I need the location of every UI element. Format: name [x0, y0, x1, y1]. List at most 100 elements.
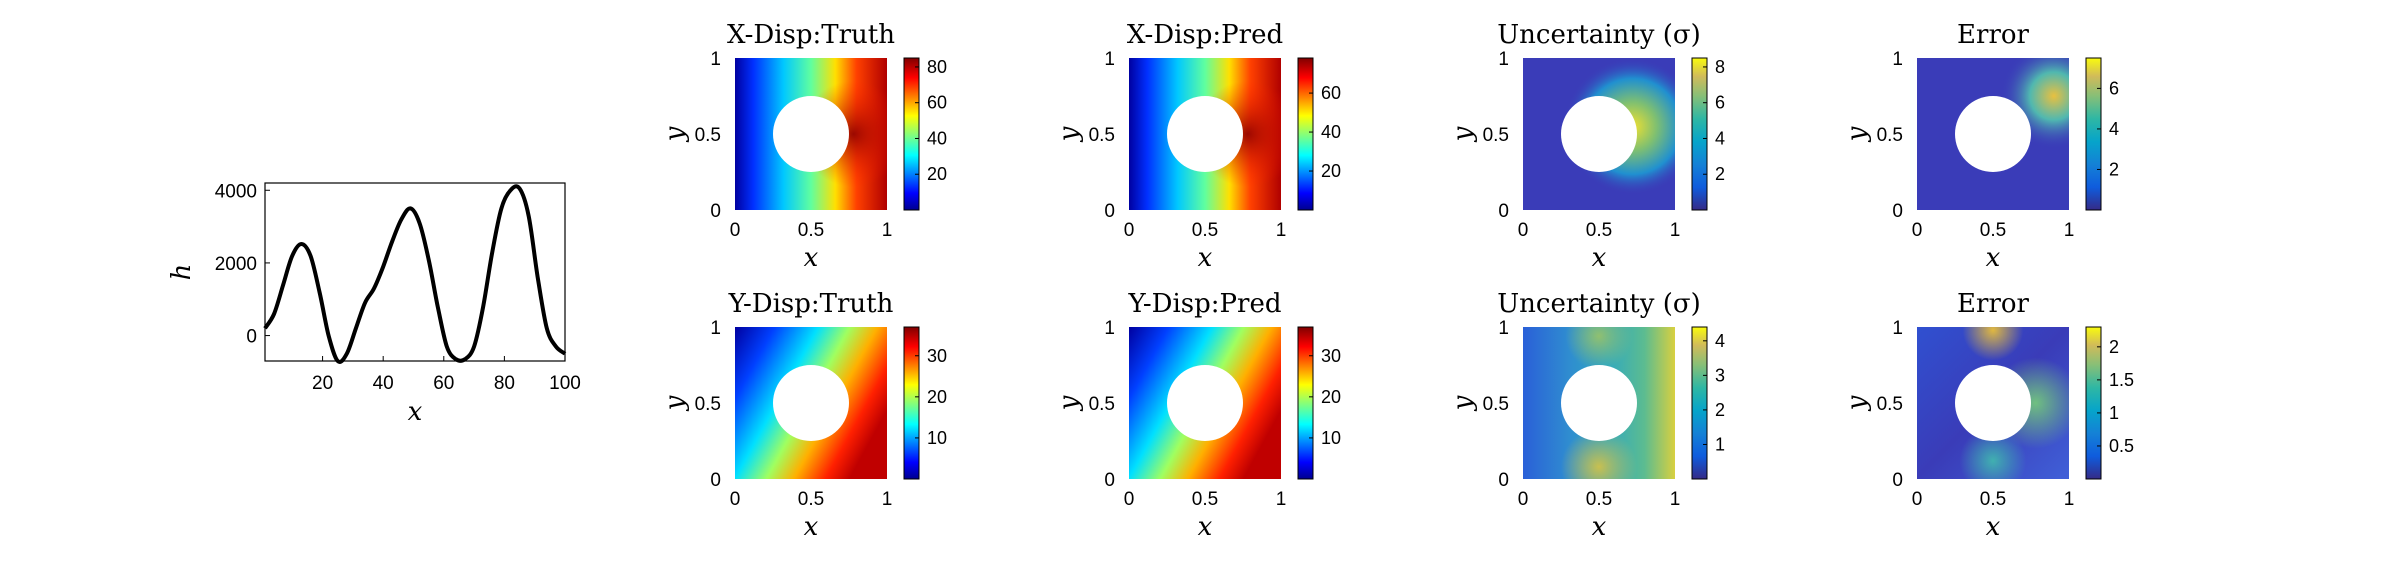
x-tick-label: 1: [1276, 489, 1287, 510]
y-tick-label: 0: [1104, 470, 1115, 491]
heatmap-panel-1: X-Disp:Truth 0 0.5 1 0 0.5 1 x y 20 40 60 80: [660, 20, 947, 273]
x-tick-label: 1: [2064, 489, 2075, 510]
y-tick-label: 0.5: [1877, 394, 1903, 415]
line-plot-box: [264, 182, 566, 362]
panel-title: Uncertainty (σ): [1497, 289, 1700, 319]
y-axis-label: y: [1842, 126, 1872, 142]
y-tick-label: 0.5: [1483, 125, 1509, 146]
colorbar: [1691, 326, 1708, 480]
x-tick-label: 1: [2064, 220, 2075, 241]
x-tick-label: 0: [1912, 220, 1923, 241]
hole-circle: [1167, 365, 1243, 441]
y-tick-label: 1: [1892, 318, 1903, 339]
panel-title: X-Disp:Truth: [727, 20, 895, 50]
x-tick-label: 0: [730, 220, 741, 241]
hole-circle: [1167, 96, 1243, 172]
hole-circle: [1561, 96, 1637, 172]
x-tick-label: 0.5: [1980, 220, 2006, 241]
x-axis-label: x: [804, 512, 819, 542]
colorbar-tick-label: 2: [1715, 164, 1725, 184]
hole-circle: [1955, 96, 2031, 172]
y-tick-label: 0: [710, 201, 721, 222]
y-axis-label: y: [660, 126, 690, 142]
y-tick-label: 1: [1892, 49, 1903, 70]
x-axis-label: x: [1986, 512, 2001, 542]
colorbar-tick-label: 4: [1715, 331, 1725, 351]
colorbar-tick-label: 6: [1715, 93, 1725, 113]
panel-title: Error: [1957, 289, 2029, 319]
panel-title: Y-Disp:Truth: [728, 289, 894, 319]
x-tick-label: 1: [1670, 220, 1681, 241]
panel-title: Y-Disp:Pred: [1128, 289, 1282, 319]
panel-title: Error: [1957, 20, 2029, 50]
line-x-ticks: 20 40 60 80 100: [312, 356, 581, 394]
y-tick-label: 1: [1498, 318, 1509, 339]
line-x-tick-label: 80: [494, 373, 515, 394]
line-x-tick-label: 60: [433, 373, 454, 394]
panel-title: Uncertainty (σ): [1497, 20, 1700, 50]
x-tick-label: 0: [1912, 489, 1923, 510]
heatmap-panel-3: Uncertainty (σ) 0 0.5 1 0 0.5 1 x y 2 4 6 8: [1448, 20, 1725, 273]
y-tick-label: 1: [1498, 49, 1509, 70]
x-tick-label: 0: [1518, 220, 1529, 241]
colorbar: [903, 326, 920, 480]
x-tick-label: 1: [1670, 489, 1681, 510]
x-tick-label: 0.5: [1192, 489, 1218, 510]
x-tick-label: 0: [1124, 489, 1135, 510]
y-axis-label: y: [1448, 395, 1478, 411]
colorbar-tick-label: 20: [927, 387, 947, 407]
y-tick-label: 0.5: [1089, 125, 1115, 146]
y-axis-label: y: [1054, 126, 1084, 142]
colorbar-tick-label: 20: [1321, 161, 1341, 181]
y-axis-label: y: [1448, 126, 1478, 142]
colorbar-tick-label: 1: [1715, 434, 1725, 454]
x-tick-label: 0.5: [798, 220, 824, 241]
x-tick-label: 0.5: [798, 489, 824, 510]
colorbar-tick-label: 30: [1321, 346, 1341, 366]
heatmap-panel-4: Error 0 0.5 1 0 0.5 1 x y 2 4 6: [1842, 20, 2119, 273]
x-tick-label: 0.5: [1980, 489, 2006, 510]
colorbar-tick-label: 40: [927, 128, 947, 148]
colorbar-tick-label: 80: [927, 57, 947, 77]
hole-circle: [1561, 365, 1637, 441]
x-tick-label: 0: [730, 489, 741, 510]
y-axis-label: y: [1054, 395, 1084, 411]
y-tick-label: 0: [1498, 470, 1509, 491]
colorbar-tick-label: 20: [1321, 387, 1341, 407]
y-tick-label: 0.5: [695, 394, 721, 415]
x-axis-label: x: [1592, 243, 1607, 273]
colorbar-tick-label: 8: [1715, 57, 1725, 77]
y-tick-label: 0: [1892, 470, 1903, 491]
x-axis-label: x: [804, 243, 819, 273]
y-tick-label: 1: [1104, 49, 1115, 70]
colorbar: [2085, 57, 2102, 211]
y-tick-label: 0: [1104, 201, 1115, 222]
colorbar: [903, 57, 920, 211]
line-x-tick-label: 20: [312, 373, 333, 394]
hole-circle: [1955, 365, 2031, 441]
x-tick-label: 0.5: [1586, 489, 1612, 510]
y-axis-label: y: [660, 395, 690, 411]
line-plot: 20 40 60 80 100 0 2000 4000 x h: [167, 181, 581, 427]
hole-circle: [773, 365, 849, 441]
colorbar-tick-label: 1: [2109, 403, 2119, 423]
x-tick-label: 1: [882, 220, 893, 241]
y-tick-label: 1: [710, 318, 721, 339]
x-axis-label: x: [1592, 512, 1607, 542]
x-tick-label: 0.5: [1586, 220, 1612, 241]
colorbar-tick-label: 40: [1321, 122, 1341, 142]
y-axis-label: y: [1842, 395, 1872, 411]
y-tick-label: 0: [1892, 201, 1903, 222]
colorbar-tick-label: 60: [1321, 83, 1341, 103]
line-y-tick-label: 2000: [215, 254, 257, 275]
y-tick-label: 0.5: [695, 125, 721, 146]
colorbar-tick-label: 20: [927, 164, 947, 184]
colorbar-tick-label: 6: [2109, 78, 2119, 98]
y-tick-label: 0: [710, 470, 721, 491]
x-tick-label: 1: [1276, 220, 1287, 241]
colorbar-tick-label: 10: [1321, 428, 1341, 448]
colorbar-tick-label: 30: [927, 346, 947, 366]
y-tick-label: 1: [1104, 318, 1115, 339]
